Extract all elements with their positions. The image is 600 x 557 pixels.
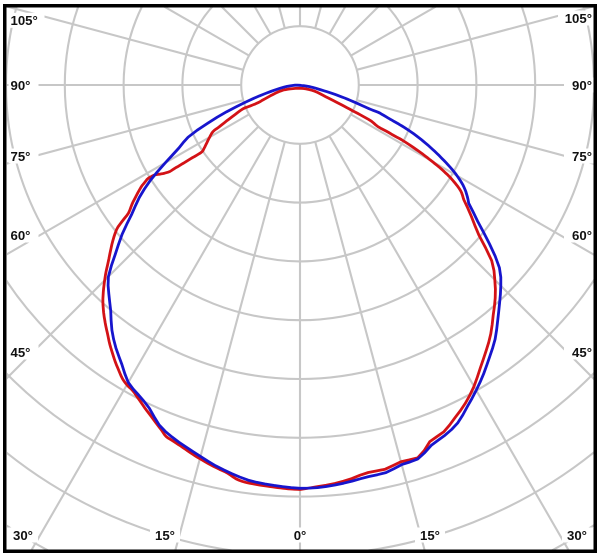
svg-text:30°: 30° (13, 528, 33, 543)
svg-text:15°: 15° (420, 528, 440, 543)
svg-text:60°: 60° (572, 228, 592, 243)
svg-text:75°: 75° (11, 149, 31, 164)
svg-text:45°: 45° (11, 345, 31, 360)
svg-text:75°: 75° (572, 149, 592, 164)
svg-text:105°: 105° (565, 11, 592, 26)
svg-text:0°: 0° (294, 528, 307, 543)
svg-text:60°: 60° (11, 228, 31, 243)
svg-text:90°: 90° (11, 78, 31, 93)
svg-text:45°: 45° (572, 345, 592, 360)
svg-text:15°: 15° (155, 528, 175, 543)
svg-text:90°: 90° (572, 78, 592, 93)
svg-text:30°: 30° (567, 528, 587, 543)
svg-text:105°: 105° (11, 13, 38, 28)
